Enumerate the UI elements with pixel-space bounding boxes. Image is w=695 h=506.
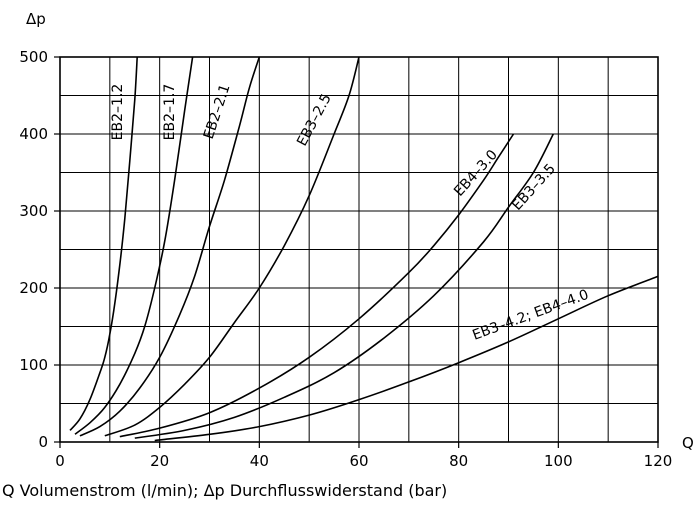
series-line bbox=[104, 56, 360, 437]
grid bbox=[60, 57, 658, 442]
x-tick-label: 120 bbox=[644, 452, 673, 470]
y-tick-label: 500 bbox=[19, 48, 48, 66]
y-axis-label: Δp bbox=[26, 10, 46, 28]
curve-label: EB3–2.5 bbox=[294, 91, 335, 149]
y-tick-label: 100 bbox=[19, 356, 48, 374]
x-tick-label: 100 bbox=[544, 452, 573, 470]
x-tick-label: 60 bbox=[349, 452, 368, 470]
curves bbox=[69, 56, 659, 442]
series-line bbox=[154, 275, 659, 442]
series-line bbox=[134, 133, 555, 439]
y-tick-label: 400 bbox=[19, 125, 48, 143]
x-tick-label: 20 bbox=[150, 452, 169, 470]
plot-frame bbox=[54, 56, 659, 448]
tick-labels: 0 20 40 60 80 100 120 0 100 200 300 400 500 bbox=[19, 48, 672, 470]
caption: Q Volumenstrom (l/min); Δp Durchflusswid… bbox=[2, 481, 448, 500]
y-tick-label: 300 bbox=[19, 202, 48, 220]
x-axis-label: Q bbox=[682, 434, 694, 452]
x-tick-label: 80 bbox=[449, 452, 468, 470]
x-tick-label: 40 bbox=[250, 452, 269, 470]
chart: 0 20 40 60 80 100 120 0 100 200 300 400 500 EB2–1.2 E… bbox=[19, 10, 694, 470]
curve-label: EB2–1.7 bbox=[162, 84, 178, 141]
curve-label: EB3–4.2; EB4–4.0 bbox=[470, 287, 591, 344]
curve-label: EB2–1.2 bbox=[110, 84, 126, 141]
series-line bbox=[74, 56, 194, 435]
curve-label: EB3–3.5 bbox=[509, 161, 559, 214]
curve-label: EB2–2.1 bbox=[201, 82, 234, 141]
y-tick-label: 200 bbox=[19, 279, 48, 297]
series-line bbox=[119, 133, 515, 438]
series-line bbox=[69, 56, 138, 431]
series-line bbox=[79, 56, 261, 437]
x-tick-label: 0 bbox=[55, 452, 65, 470]
y-tick-label: 0 bbox=[38, 433, 48, 451]
